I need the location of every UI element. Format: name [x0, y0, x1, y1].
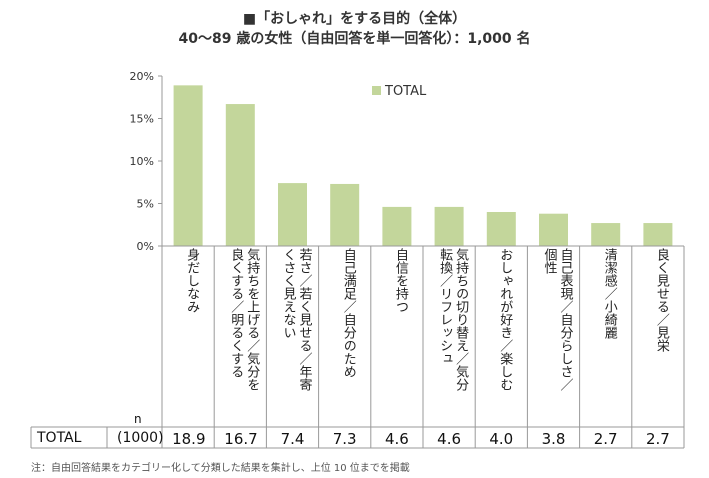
table-value: 7.3 [332, 430, 357, 448]
bar [643, 223, 673, 246]
bar [591, 223, 621, 246]
bar [173, 85, 203, 246]
y-tick-label: 0% [137, 240, 154, 253]
category-label: 若さ／若く見せる／年寄 [296, 248, 312, 391]
table-value: 18.9 [172, 430, 206, 448]
table-value: 4.6 [437, 430, 462, 448]
table-value: 16.7 [224, 430, 258, 448]
bar [434, 206, 464, 246]
n-header: n [134, 412, 142, 426]
chart-subtitle: 40～89 歳の女性（自由回答を単一回答化）：1,000 名 [178, 31, 531, 47]
category-label: くさく見えない [280, 248, 296, 339]
category-label: 転換／リフレッシュ [437, 248, 453, 365]
category-label: 個性 [541, 248, 557, 274]
chart-title: ■「おしゃれ」をする目的（全体） [242, 11, 467, 27]
legend-swatch [372, 86, 381, 95]
table-value: 4.6 [384, 430, 409, 448]
table-n-value: (1000) [117, 430, 164, 446]
category-label: おしゃれが好き／楽しむ [497, 248, 513, 391]
category-label: 自己満足／自分のため [340, 248, 356, 378]
y-tick-label: 20% [130, 70, 154, 83]
category-label: 清潔感／小綺麗 [601, 248, 617, 339]
y-tick-label: 15% [130, 113, 154, 126]
footnote: 注：自由回答結果をカテゴリー化して分類した結果を集計し、上位 10 位までを掲載 [31, 463, 410, 474]
bar [225, 104, 255, 246]
bar [278, 183, 307, 246]
category-label: 自信を持つ [392, 248, 408, 313]
category-label: 自己表現／自分らしさ／ [557, 248, 573, 391]
table-row-label: TOTAL [37, 430, 82, 446]
bar [539, 213, 568, 246]
bar [382, 206, 412, 246]
category-label: 身だしなみ [184, 248, 200, 313]
category-label: 良くする／明るくする [228, 248, 244, 378]
table-value: 3.8 [541, 430, 566, 448]
bar [330, 183, 360, 246]
y-tick-label: 5% [137, 198, 154, 211]
category-label: 気持ちの切り替え／気分 [453, 248, 469, 391]
table-value: 4.0 [489, 430, 514, 448]
table-value: 2.7 [645, 430, 670, 448]
legend-label: TOTAL [384, 84, 427, 99]
table-value: 2.7 [593, 430, 618, 448]
table-value: 7.4 [280, 430, 305, 448]
bar [486, 212, 516, 246]
y-tick-label: 10% [130, 155, 154, 168]
category-label: 気持ちを上げる／気分を [244, 248, 260, 391]
category-label: 良く見せる／見栄 [653, 248, 669, 352]
